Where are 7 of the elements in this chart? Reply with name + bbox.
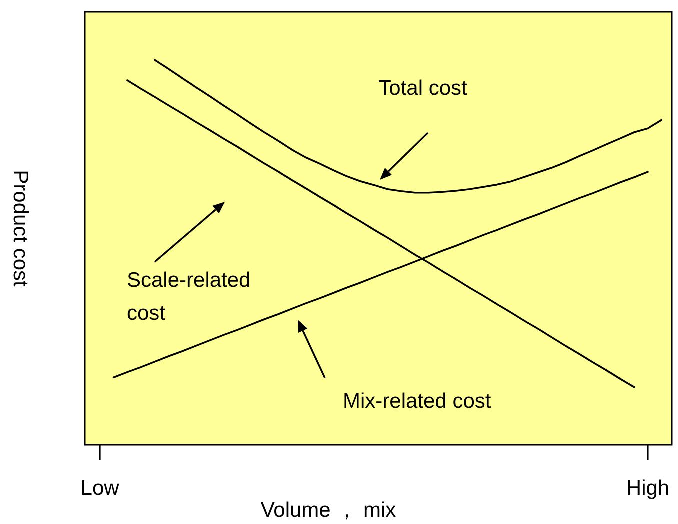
x-tick-label: Low (80, 477, 120, 500)
y-axis-title: Product cost (9, 170, 32, 288)
x-tick-label: High (626, 477, 670, 500)
annotation: Scale-related cost (127, 269, 251, 325)
annotation: Mix-related cost (343, 390, 492, 413)
x-axis-title: Volume ， mix (260, 499, 397, 522)
annotation: Total cost (378, 77, 468, 100)
